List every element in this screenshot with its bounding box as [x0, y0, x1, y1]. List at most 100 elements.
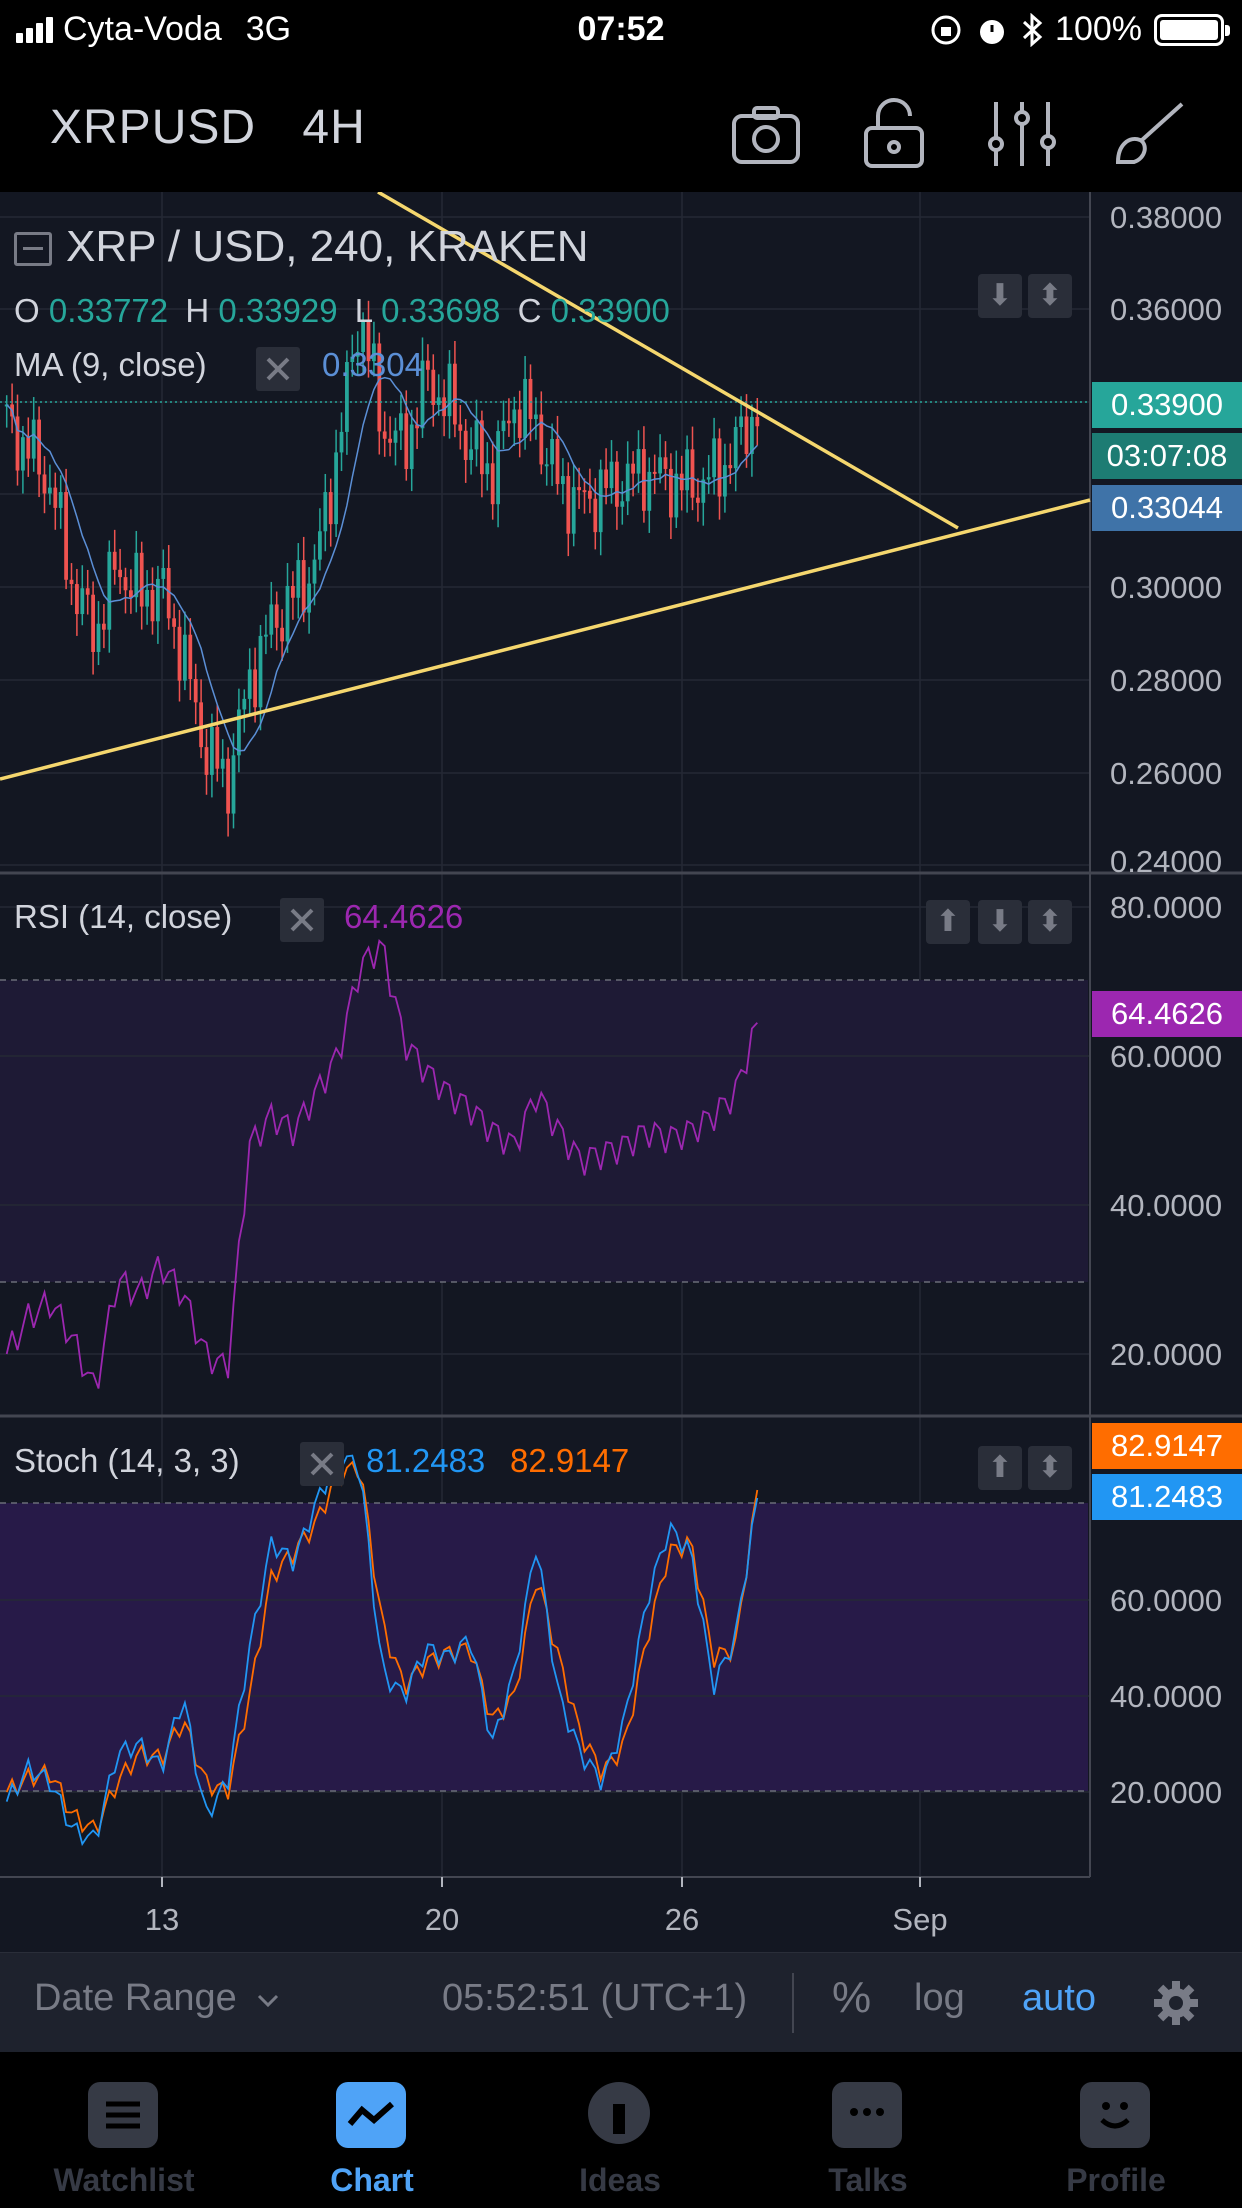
tab-chart[interactable]: Chart — [248, 2052, 496, 2208]
percent-toggle[interactable]: % — [832, 1973, 872, 2022]
move-updown-icon[interactable]: ⬍ — [1028, 900, 1072, 944]
stoch-axis[interactable]: 60.0000 40.0000 20.0000 — [1110, 1583, 1222, 1810]
candle-body — [679, 473, 684, 491]
candle-body — [350, 356, 355, 363]
price-label: 0.24000 — [1110, 844, 1222, 879]
candle-body — [701, 479, 706, 503]
chart-canvas[interactable]: 0.38000 0.36000 0.30000 0.28000 0.26000 … — [0, 192, 1242, 1952]
candle-body — [534, 414, 538, 420]
tab-profile[interactable]: Profile — [992, 2052, 1240, 2208]
price-axis[interactable]: 0.38000 0.36000 0.30000 0.28000 0.26000 … — [1110, 200, 1222, 879]
candlestick-series — [4, 300, 760, 837]
candle-body — [663, 457, 668, 469]
close-value: 0.33900 — [550, 292, 670, 329]
status-bar: Cyta-Voda 3G 07:52 100% — [0, 0, 1242, 62]
rsi-axis[interactable]: 80.0000 60.0000 40.0000 20.0000 — [1110, 890, 1222, 1372]
camera-icon[interactable] — [728, 96, 804, 172]
date-range-button[interactable]: Date Range — [34, 1977, 281, 2020]
tab-ideas[interactable]: Ideas — [496, 2052, 744, 2208]
candle-body — [253, 669, 257, 708]
candle-body — [75, 584, 79, 615]
candle-body — [312, 559, 317, 584]
move-down-icon[interactable]: ⬇ — [978, 274, 1022, 318]
candle-body — [15, 416, 20, 471]
candle-body — [96, 623, 101, 652]
stoch-label: Stoch (14, 3, 3) — [14, 1442, 240, 1479]
candle-body — [577, 487, 581, 491]
auto-toggle[interactable]: auto — [1022, 1977, 1096, 2019]
candle-body — [669, 468, 673, 518]
move-updown-icon[interactable]: ⬍ — [1028, 1446, 1072, 1490]
candle-body — [188, 634, 193, 679]
indicators-icon[interactable] — [984, 96, 1060, 172]
candle-body — [436, 397, 441, 405]
drawing-brush-icon[interactable] — [1112, 96, 1188, 172]
collapse-legend-icon[interactable] — [14, 232, 52, 267]
candle-body — [571, 487, 576, 534]
tab-talks[interactable]: Talks — [744, 2052, 992, 2208]
candle-body — [474, 420, 479, 450]
candle-body — [204, 747, 209, 775]
candle-body — [555, 439, 560, 485]
trendline-ascending[interactable] — [0, 498, 1091, 781]
log-toggle[interactable]: log — [914, 1977, 965, 2019]
move-updown-icon[interactable]: ⬍ — [1028, 274, 1072, 318]
candle-body — [625, 463, 630, 502]
candle-body — [399, 413, 403, 431]
trendline-descending[interactable] — [377, 192, 959, 530]
time-axis[interactable]: 13 20 26 Sep — [145, 1877, 948, 1937]
network-label: 3G — [245, 10, 292, 48]
candle-body — [172, 618, 176, 627]
chart-bottom-bar: Date Range 05:52:51 (UTC+1) % log auto — [0, 1952, 1242, 2052]
tab-label: Chart — [330, 2162, 414, 2198]
time-label: 13 — [145, 1902, 179, 1937]
stoch-axis-label: 40.0000 — [1110, 1679, 1222, 1714]
candle-body — [58, 492, 63, 508]
main-legend[interactable]: XRP / USD, 240, KRAKEN — [14, 222, 589, 272]
candle-body — [226, 758, 230, 814]
candle-body — [366, 321, 371, 362]
time-label: 26 — [665, 1902, 699, 1937]
rotation-lock-icon — [931, 15, 961, 44]
tab-label: Profile — [1066, 2162, 1166, 2198]
stoch-legend[interactable]: Stoch (14, 3, 3) — [14, 1442, 240, 1480]
close-label: C — [517, 292, 542, 329]
candle-body — [231, 755, 236, 814]
candle-body — [31, 419, 36, 459]
candle-body — [355, 351, 360, 357]
candle-body — [372, 343, 376, 362]
chart-title: XRP / USD, 240, KRAKEN — [66, 222, 589, 271]
candle-body — [274, 604, 279, 628]
tab-watchlist[interactable]: Watchlist — [0, 2052, 248, 2208]
ma-legend[interactable]: MA (9, close) — [14, 346, 207, 384]
ideas-icon — [588, 2082, 650, 2144]
candle-body — [447, 363, 452, 417]
symbol-button[interactable]: XRPUSD 4H — [50, 100, 366, 155]
candle-body — [139, 552, 144, 607]
chart-icon — [336, 2082, 406, 2148]
candle-body — [604, 469, 608, 489]
rsi-legend[interactable]: RSI (14, close) — [14, 898, 232, 936]
candle-body — [318, 531, 322, 560]
lock-open-icon[interactable] — [856, 96, 932, 172]
interval-label[interactable]: 4H — [302, 101, 366, 154]
rsi-value: 64.4626 — [344, 898, 464, 935]
move-down-icon[interactable]: ⬇ — [978, 900, 1022, 944]
candle-body — [112, 551, 117, 570]
candle-body — [685, 449, 689, 491]
move-up-icon[interactable]: ⬆ — [978, 1446, 1022, 1490]
date-range-label: Date Range — [34, 1977, 237, 2019]
settings-gear-icon[interactable] — [1152, 1979, 1200, 2027]
candle-body — [501, 420, 506, 432]
candle-body — [242, 698, 247, 710]
carrier-label: Cyta-Voda — [63, 10, 222, 48]
candle-body — [631, 463, 635, 474]
candle-body — [404, 413, 409, 470]
candle-body — [37, 419, 41, 475]
close-stoch-icon[interactable] — [300, 1442, 344, 1486]
close-rsi-icon[interactable] — [280, 898, 324, 942]
move-up-icon[interactable]: ⬆ — [926, 900, 970, 944]
timezone-clock[interactable]: 05:52:51 (UTC+1) — [442, 1977, 748, 2019]
chart-area[interactable]: 0.38000 0.36000 0.30000 0.28000 0.26000 … — [0, 192, 1242, 1952]
close-ma-icon[interactable] — [256, 347, 300, 391]
